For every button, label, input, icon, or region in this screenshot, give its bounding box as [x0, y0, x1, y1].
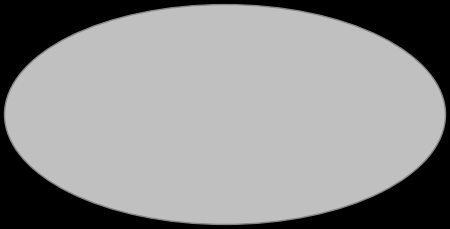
Ellipse shape — [4, 5, 446, 224]
